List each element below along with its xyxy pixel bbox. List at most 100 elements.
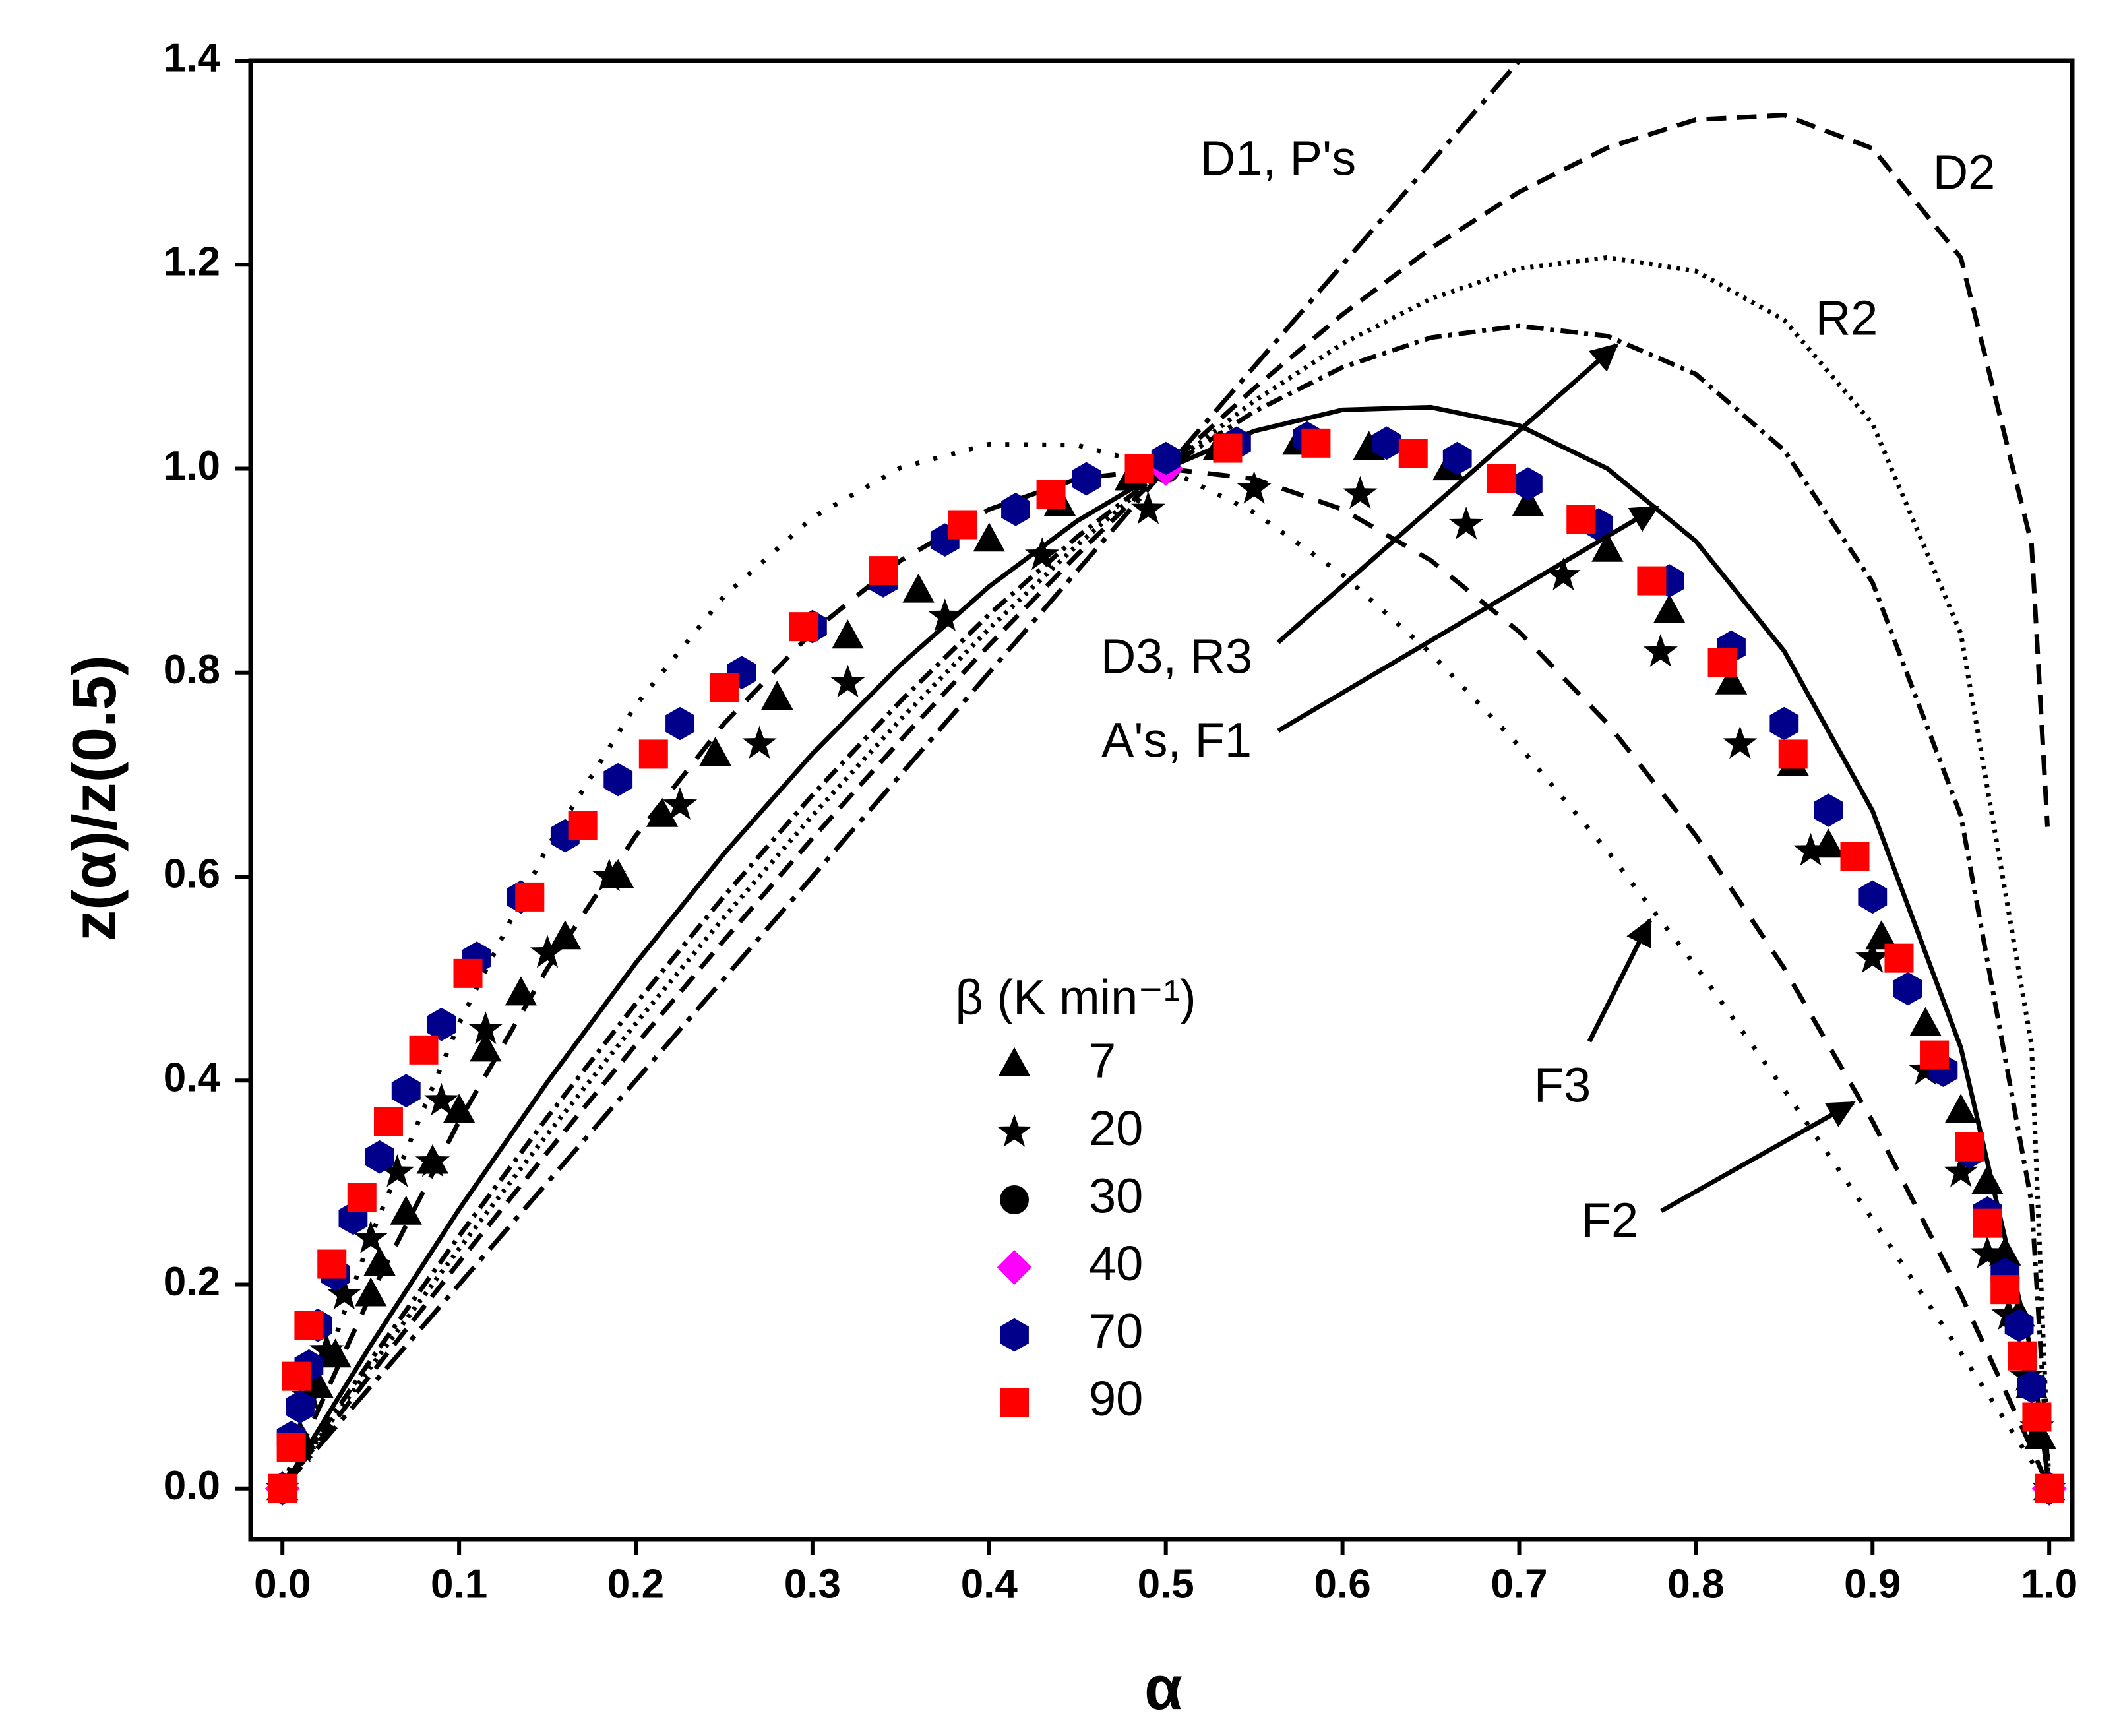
x-tick-label: 0.0 (254, 1561, 311, 1607)
y-tick-label: 0.0 (164, 1463, 220, 1508)
point (927, 598, 962, 631)
point (832, 619, 864, 649)
point (761, 681, 793, 710)
point (973, 522, 1005, 552)
arrow (1660, 1100, 1856, 1214)
point (1514, 467, 1543, 501)
point (294, 1311, 324, 1340)
point (1512, 487, 1545, 516)
point (1372, 426, 1401, 460)
x-tick-label: 0.5 (1138, 1561, 1194, 1607)
point (1072, 462, 1101, 496)
point (1793, 832, 1828, 866)
point (2022, 1402, 2052, 1432)
point (380, 1154, 415, 1187)
point (1855, 940, 1890, 973)
x-tick-label: 0.1 (431, 1561, 487, 1607)
point (1991, 1297, 2026, 1330)
legend-marker (997, 1250, 1032, 1285)
legend-marker (998, 1047, 1031, 1076)
legend-label: 7 (1089, 1034, 1116, 1088)
point (365, 1140, 394, 1174)
x-tick-label: 0.6 (1314, 1561, 1370, 1607)
point (699, 737, 731, 766)
curve-label: F3 (1534, 1058, 1591, 1113)
data-points (264, 421, 2067, 1506)
point (390, 1195, 422, 1225)
point (1884, 943, 1914, 973)
point (427, 1007, 456, 1041)
point (409, 1035, 439, 1065)
x-tick-label: 0.2 (607, 1561, 664, 1607)
point (638, 739, 668, 769)
point (1971, 1165, 2004, 1194)
point (1865, 920, 1897, 950)
legend-label: 30 (1089, 1169, 1143, 1224)
legend-label: 40 (1089, 1236, 1143, 1291)
y-tick-label: 0.6 (164, 851, 220, 896)
point (1945, 1094, 1977, 1123)
point (468, 1011, 503, 1045)
legend-label: 90 (1089, 1371, 1143, 1426)
point (1398, 439, 1428, 468)
point (789, 612, 818, 642)
point (1001, 493, 1030, 526)
point (1893, 972, 1922, 1006)
point (268, 1473, 297, 1503)
point (373, 1107, 403, 1136)
point (1591, 532, 1624, 562)
arrow (1587, 917, 1653, 1043)
point (1237, 470, 1272, 504)
point (355, 1277, 387, 1307)
legend-marker (1000, 1185, 1029, 1214)
x-tick-label: 0.8 (1667, 1561, 1724, 1607)
point (2004, 1309, 2034, 1342)
model-curve (280, 441, 2052, 1490)
curve-label: D2 (1933, 145, 1996, 200)
point (424, 1082, 459, 1116)
point (2017, 1369, 2046, 1404)
point (317, 1249, 347, 1279)
point (1151, 441, 1181, 476)
curve-label: D1, P's (1200, 131, 1356, 186)
point (1653, 594, 1686, 623)
x-tick-label: 0.9 (1844, 1561, 1901, 1607)
point (470, 1032, 502, 1062)
model-curve (280, 61, 1522, 1490)
arrows (1276, 343, 1856, 1214)
curve-label: D3, R3 (1101, 629, 1252, 684)
point (443, 1094, 476, 1123)
point (1566, 505, 1596, 534)
point (1858, 880, 1888, 914)
y-tick-label: 0.8 (164, 647, 220, 693)
point (869, 556, 898, 586)
point (309, 1332, 344, 1366)
point (830, 664, 865, 698)
point (292, 1379, 326, 1411)
model-curve (280, 466, 2052, 1490)
point (1973, 1208, 2002, 1238)
point (1546, 557, 1581, 591)
point (603, 762, 633, 797)
point (1989, 1236, 2021, 1266)
point (319, 1338, 352, 1368)
x-tick-label: 0.3 (784, 1561, 841, 1607)
x-tick-label: 0.4 (961, 1561, 1018, 1607)
point (515, 882, 545, 912)
arrow (1276, 343, 1619, 644)
point (391, 1074, 421, 1107)
legend-label: 70 (1089, 1304, 1143, 1359)
point (1970, 1235, 2005, 1269)
point (282, 1361, 311, 1391)
point (1990, 1275, 2020, 1305)
point (1124, 454, 1154, 483)
legend-label: 20 (1089, 1101, 1143, 1156)
y-tick-label: 1.2 (164, 239, 220, 285)
y-axis-label: z(α)/z(0.5) (59, 655, 129, 941)
y-tick-label: 0.2 (164, 1259, 220, 1305)
point (549, 920, 582, 950)
point (1301, 428, 1331, 458)
point (1944, 1154, 1979, 1187)
y-tick-label: 0.4 (164, 1055, 221, 1101)
